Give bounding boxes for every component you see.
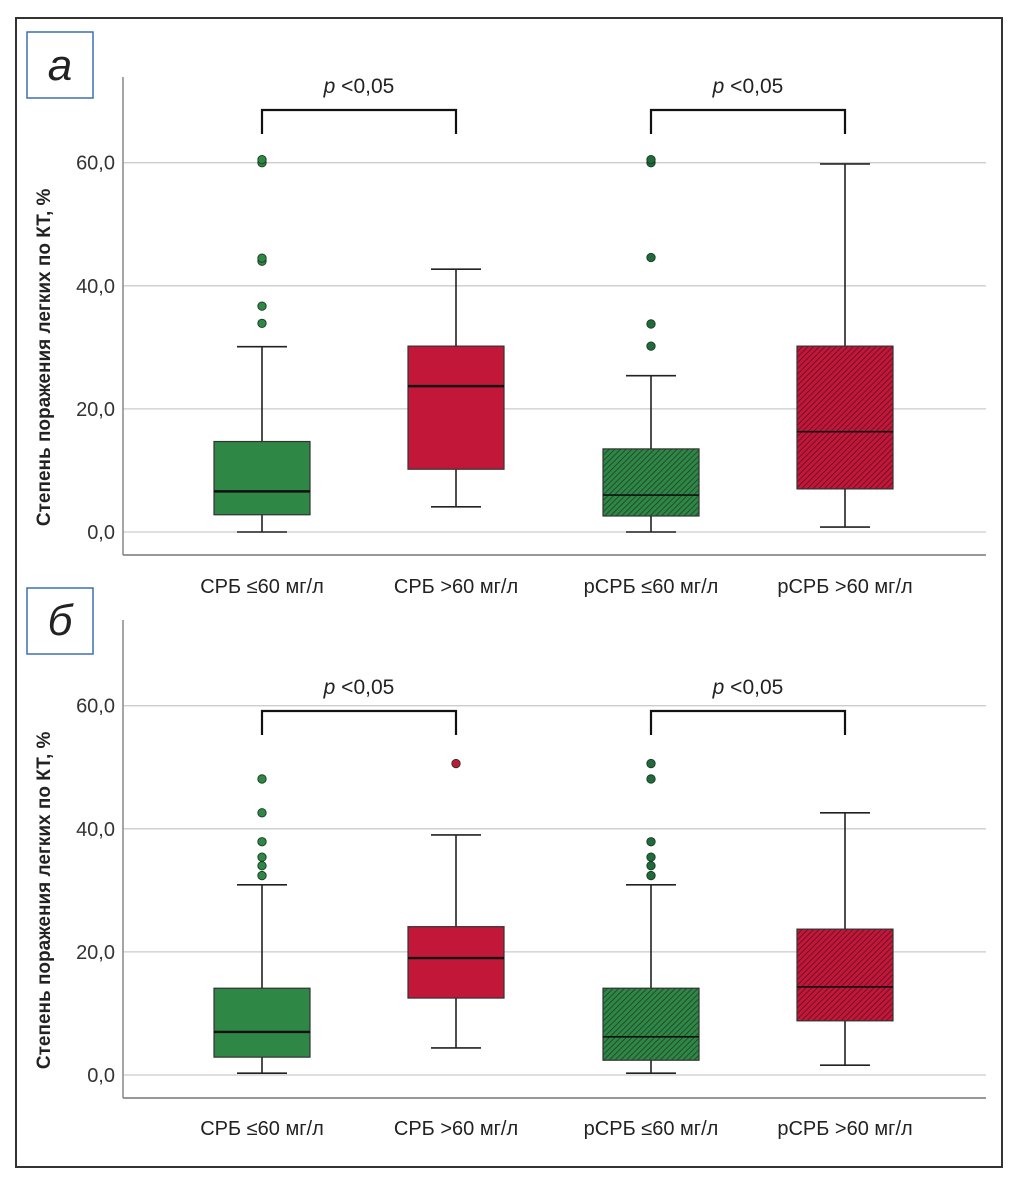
- x-tick-label: СРБ >60 мг/л: [394, 576, 518, 598]
- p-symbol: p: [323, 75, 336, 98]
- box-2: [407, 268, 505, 508]
- significance-label: p <0,05: [712, 676, 784, 699]
- outlier-point: [646, 852, 656, 862]
- box-1: [213, 774, 311, 1074]
- y-axis-label: Степень поражения легких по КТ, %: [34, 731, 55, 1069]
- y-axis-label: Степень поражения легких по КТ, %: [34, 188, 55, 526]
- significance-bracket: [260, 709, 458, 735]
- significance-label: p <0,05: [712, 75, 784, 98]
- outlier-point: [646, 154, 656, 165]
- box-iqr: [213, 987, 311, 1058]
- p-value: <0,05: [724, 676, 783, 699]
- outlier-point: [646, 861, 656, 871]
- y-tick-label: 20,0: [76, 399, 115, 421]
- outlier-point: [646, 341, 656, 351]
- panel-label-box: [26, 31, 94, 99]
- box-2: [407, 758, 505, 1049]
- y-tick-label: 0,0: [87, 1065, 115, 1087]
- x-tick-label: рСРБ >60 мг/л: [777, 576, 912, 598]
- outlier-point: [257, 154, 267, 165]
- y-tick-label: 40,0: [76, 819, 115, 841]
- y-tick-label: 20,0: [76, 942, 115, 964]
- outlier-point: [257, 301, 267, 311]
- panel-label: а: [48, 41, 72, 90]
- p-value: <0,05: [335, 676, 394, 699]
- significance-bracket: [649, 108, 847, 134]
- y-tick-label: 60,0: [76, 696, 115, 718]
- outlier-point: [257, 837, 267, 847]
- x-tick-label: рСРБ >60 мг/л: [777, 1118, 912, 1140]
- box-iqr: [407, 345, 505, 470]
- p-value: <0,05: [335, 75, 394, 98]
- p-symbol: p: [323, 676, 336, 699]
- outlier-point: [646, 758, 656, 769]
- box-1: [213, 154, 311, 533]
- significance-bracket: [649, 709, 847, 735]
- x-tick-label: СРБ >60 мг/л: [394, 1118, 518, 1140]
- outlier-point: [646, 837, 656, 847]
- y-tick-label: 60,0: [76, 153, 115, 175]
- outlier-point: [257, 870, 267, 881]
- outlier-point: [646, 870, 656, 881]
- outlier-point: [451, 758, 461, 769]
- x-tick-label: рСРБ ≤60 мг/л: [584, 1118, 719, 1140]
- box-3: [602, 154, 700, 533]
- x-tick-label: СРБ ≤60 мг/л: [200, 1118, 324, 1140]
- box-4: [796, 811, 894, 1066]
- box-iqr: [796, 928, 894, 1022]
- outlier-point: [646, 319, 656, 329]
- box-3: [602, 758, 700, 1074]
- box-iqr: [602, 987, 700, 1061]
- box-iqr: [407, 926, 505, 999]
- box-iqr: [602, 448, 700, 517]
- outlier-point: [257, 774, 267, 784]
- panel-label: б: [48, 596, 75, 645]
- significance-bracket: [260, 108, 458, 134]
- x-tick-label: СРБ ≤60 мг/л: [200, 576, 324, 598]
- outlier-point: [257, 318, 267, 328]
- y-tick-label: 0,0: [87, 522, 115, 544]
- outlier-point: [257, 852, 267, 862]
- outlier-point: [257, 861, 267, 871]
- figure-frame: [15, 17, 1003, 1168]
- p-symbol: p: [712, 75, 725, 98]
- panel-label-box: [26, 587, 94, 655]
- outlier-point: [646, 774, 656, 784]
- panel-a: а 0,0 20,0 40,0 60,0 Степень поражения легких…: [26, 31, 986, 598]
- significance-label: p <0,05: [323, 75, 395, 98]
- y-tick-label: 40,0: [76, 276, 115, 298]
- box-iqr: [796, 345, 894, 490]
- outlier-point: [257, 253, 267, 263]
- panel-b: б 0,0 20,0 40,0 60,0 Степень поражения легких…: [26, 587, 986, 1140]
- outlier-point: [257, 808, 267, 818]
- outlier-point: [646, 252, 656, 263]
- x-tick-label: рСРБ ≤60 мг/л: [584, 576, 719, 598]
- significance-label: p <0,05: [323, 676, 395, 699]
- p-symbol: p: [712, 676, 725, 699]
- p-value: <0,05: [724, 75, 783, 98]
- box-iqr: [213, 440, 311, 516]
- box-4: [796, 163, 894, 528]
